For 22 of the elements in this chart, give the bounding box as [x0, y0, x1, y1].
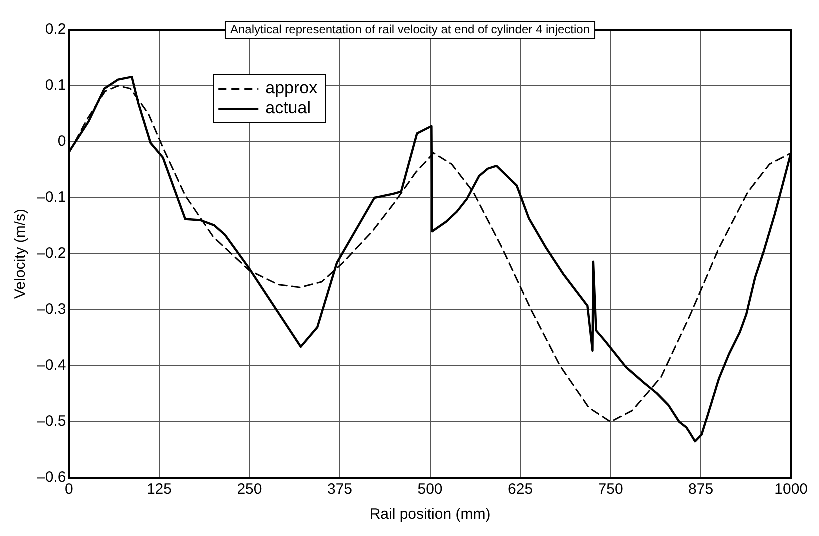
y-tick-label: –0.6: [36, 469, 66, 486]
y-axis-title: Velocity (m/s): [12, 208, 30, 300]
x-tick-label: 1000: [774, 481, 808, 498]
legend-label: approx: [266, 78, 318, 98]
y-tick-label: –0.1: [36, 189, 66, 206]
x-axis-title: Rail position (mm): [370, 506, 491, 524]
legend-label: actual: [266, 98, 311, 118]
x-tick-label: 250: [237, 481, 262, 498]
chart-title: Analytical representation of rail velocity at end of cylinder 4 injection: [230, 22, 590, 36]
y-tick-label: –0.5: [36, 413, 66, 430]
y-tick-label: –0.4: [36, 357, 66, 374]
y-tick-label: 0.2: [45, 21, 66, 38]
x-tick-label: 875: [688, 481, 714, 498]
x-tick-label: 500: [418, 481, 443, 498]
y-tick-label: –0.3: [36, 301, 66, 318]
y-tick-label: 0.1: [45, 77, 66, 94]
x-tick-label: 750: [598, 481, 624, 498]
y-tick-label: –0.2: [36, 245, 66, 262]
x-tick-label: 375: [327, 481, 353, 498]
x-tick-label: 125: [146, 481, 172, 498]
y-tick-label: 0: [58, 133, 66, 150]
x-tick-label: 625: [508, 481, 534, 498]
